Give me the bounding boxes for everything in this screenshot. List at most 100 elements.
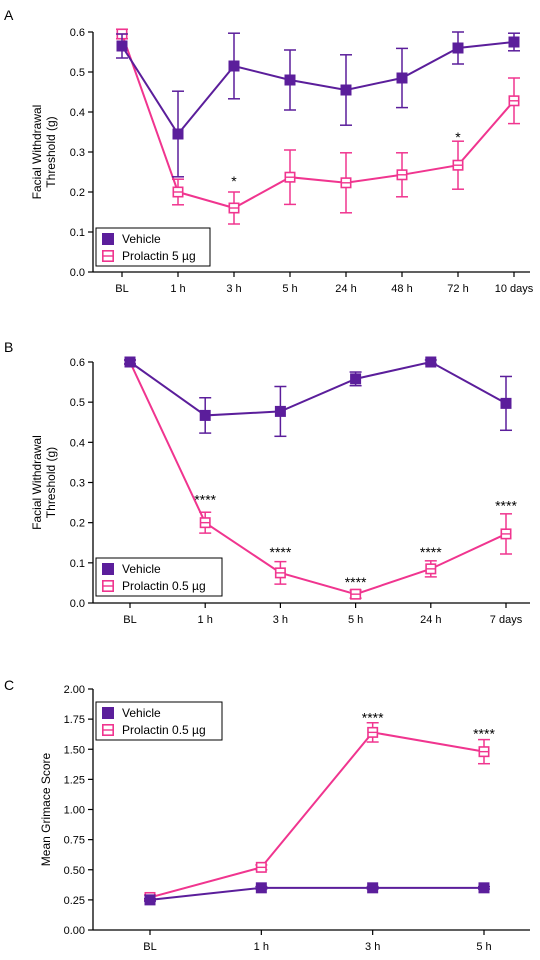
- legend-label: Vehicle: [122, 562, 161, 576]
- panel-label: B: [4, 339, 13, 355]
- y-tick-label: 1.25: [64, 774, 85, 786]
- x-tick-label: BL: [123, 614, 136, 626]
- y-tick-label: 0.0: [70, 598, 85, 610]
- data-point: [425, 356, 437, 368]
- x-tick-label: 5 h: [348, 614, 363, 626]
- data-point: [124, 356, 136, 368]
- y-tick-label: 0.75: [64, 835, 85, 847]
- x-tick-label: 1 h: [254, 941, 269, 953]
- significance-annotation: ****: [362, 710, 384, 726]
- data-point: [340, 84, 352, 96]
- series-line: [129, 361, 507, 596]
- data-point: [452, 42, 464, 54]
- significance-annotation: ****: [345, 574, 367, 590]
- y-tick-label: 0.4: [70, 437, 85, 449]
- x-tick-label: 3 h: [365, 941, 380, 953]
- y-tick-label: 0.5: [70, 67, 85, 79]
- y-tick-label: 2.00: [64, 684, 85, 696]
- y-tick-label: 0.2: [70, 187, 85, 199]
- data-point: [172, 128, 184, 140]
- significance-annotation: ****: [194, 492, 216, 508]
- y-tick-label: 1.50: [64, 744, 85, 756]
- x-tick-label: 7 days: [490, 614, 523, 626]
- series-vehicle: [124, 356, 512, 438]
- x-tick-label: 3 h: [273, 614, 288, 626]
- x-tick-label: BL: [115, 283, 128, 295]
- y-tick-label: 0.5: [70, 397, 85, 409]
- y-tick-label: 0.00: [64, 925, 85, 937]
- x-tick-label: 24 h: [420, 614, 441, 626]
- data-point: [144, 894, 156, 906]
- data-point: [284, 74, 296, 86]
- series-prolactin: [116, 28, 520, 225]
- significance-annotation: ****: [473, 725, 495, 741]
- y-tick-label: 0.1: [70, 227, 85, 239]
- data-point: [367, 882, 379, 894]
- series-prolactin: [144, 721, 490, 903]
- y-tick-label: 1.00: [64, 805, 85, 817]
- series-line: [121, 33, 515, 210]
- y-tick-label: 0.4: [70, 107, 85, 119]
- panel-C: C 0.00 0.25 0.50 0.75 1.00 1.25 1.50 1.75 2.00 BL 1…: [4, 677, 530, 953]
- x-tick-label: 1 h: [198, 614, 213, 626]
- series-line: [129, 360, 507, 417]
- x-tick-label: 3 h: [226, 283, 241, 295]
- legend-swatch: [102, 233, 114, 245]
- data-point: [228, 60, 240, 72]
- x-tick-label: 1 h: [170, 283, 185, 295]
- series-vehicle: [144, 882, 490, 906]
- series-prolactin: [124, 356, 512, 600]
- legend-label: Prolactin 0.5 µg: [122, 723, 206, 737]
- legend-label: Prolactin 0.5 µg: [122, 579, 206, 593]
- legend-label: Vehicle: [122, 706, 161, 720]
- x-tick-label: 72 h: [447, 283, 468, 295]
- y-tick-label: 0.2: [70, 518, 85, 530]
- legend: Vehicle Prolactin 5 µg: [95, 227, 211, 267]
- panel-A: A 0.0 0.1 0.2 0.3 0.4 0.5 0.6 BL 1 h 3 h 5 h 24 h 48 …: [4, 7, 534, 295]
- y-axis-label: Facial WithdrawalThreshold (g): [30, 435, 58, 530]
- significance-annotation: ****: [495, 498, 517, 514]
- x-tick-label: 5 h: [476, 941, 491, 953]
- data-point: [508, 36, 520, 48]
- legend: Vehicle Prolactin 0.5 µg: [95, 557, 223, 597]
- legend-label: Prolactin 5 µg: [122, 249, 196, 263]
- y-tick-label: 0.0: [70, 267, 85, 279]
- panel-label: A: [4, 7, 14, 23]
- y-tick-label: 0.3: [70, 147, 85, 159]
- series-line: [149, 731, 485, 899]
- data-point: [478, 882, 490, 894]
- y-tick-label: 0.6: [70, 357, 85, 369]
- data-point: [116, 40, 128, 52]
- y-tick-label: 0.1: [70, 558, 85, 570]
- legend-box: [95, 701, 223, 741]
- significance-annotation: *: [231, 173, 237, 189]
- panel-label: C: [4, 677, 14, 693]
- significance-annotation: ****: [270, 544, 292, 560]
- x-tick-label: BL: [143, 941, 156, 953]
- series-line: [149, 886, 484, 901]
- x-tick-label: 48 h: [391, 283, 412, 295]
- legend-swatch: [102, 707, 114, 719]
- data-point: [255, 882, 267, 894]
- series-vehicle: [116, 31, 520, 178]
- data-point: [500, 397, 512, 409]
- legend-box: [95, 557, 223, 597]
- y-tick-label: 0.6: [70, 27, 85, 39]
- y-tick-label: 1.75: [64, 714, 85, 726]
- data-point: [199, 409, 211, 421]
- legend-label: Vehicle: [122, 232, 161, 246]
- y-axis-label: Facial WithdrawalThreshold (g): [30, 105, 58, 200]
- x-tick-label: 24 h: [335, 283, 356, 295]
- panel-B: B 0.0 0.1 0.2 0.3 0.4 0.5 0.6 BL 1 h 3 h 5 h 24 h 7 d…: [4, 339, 530, 626]
- y-tick-label: 0.50: [64, 865, 85, 877]
- legend: Vehicle Prolactin 0.5 µg: [95, 701, 223, 741]
- significance-annotation: *: [455, 129, 461, 145]
- y-axis-label: Mean Grimace Score: [39, 752, 53, 866]
- significance-annotation: ****: [420, 544, 442, 560]
- legend-box: [95, 227, 211, 267]
- series-line: [121, 41, 515, 136]
- y-tick-label: 0.3: [70, 478, 85, 490]
- x-tick-label: 5 h: [282, 283, 297, 295]
- data-point: [396, 72, 408, 84]
